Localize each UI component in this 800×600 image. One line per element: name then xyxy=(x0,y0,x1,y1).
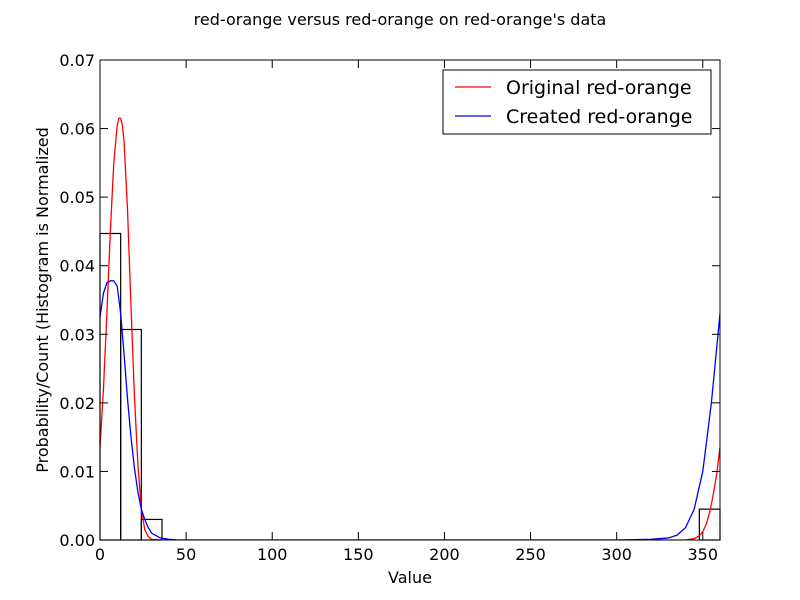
y-tick-label: 0.01 xyxy=(59,462,95,481)
x-tick-label: 100 xyxy=(257,545,288,564)
chart-title: red-orange versus red-orange on red-oran… xyxy=(194,10,607,29)
y-tick-label: 0.06 xyxy=(59,120,95,139)
y-tick-label: 0.07 xyxy=(59,51,95,70)
y-tick-label: 0.04 xyxy=(59,257,95,276)
x-tick-label: 200 xyxy=(429,545,460,564)
x-axis-label: Value xyxy=(388,568,432,587)
y-tick-label: 0.00 xyxy=(59,531,95,550)
series-line-1 xyxy=(100,280,720,540)
x-tick-label: 250 xyxy=(515,545,546,564)
y-tick-label: 0.02 xyxy=(59,394,95,413)
legend-box xyxy=(442,69,712,135)
x-tick-label: 350 xyxy=(688,545,719,564)
x-tick-label: 150 xyxy=(343,545,374,564)
x-tick-label: 300 xyxy=(601,545,632,564)
x-tick-label: 0 xyxy=(95,545,105,564)
y-tick-label: 0.05 xyxy=(59,188,95,207)
plot-frame xyxy=(99,59,721,541)
y-axis-label: Probability/Count (Histogram is Normaliz… xyxy=(33,127,52,473)
y-tick-label: 0.03 xyxy=(59,325,95,344)
legend-label: Created red-orange xyxy=(506,106,692,128)
legend-label: Original red-orange xyxy=(506,77,692,99)
plot-area: 0 50 100 150 200 250 300 350 0.00 0.01 0.02 0.03 0.0… xyxy=(59,51,721,564)
x-tick-label: 50 xyxy=(176,545,196,564)
series-line-0 xyxy=(100,117,720,540)
